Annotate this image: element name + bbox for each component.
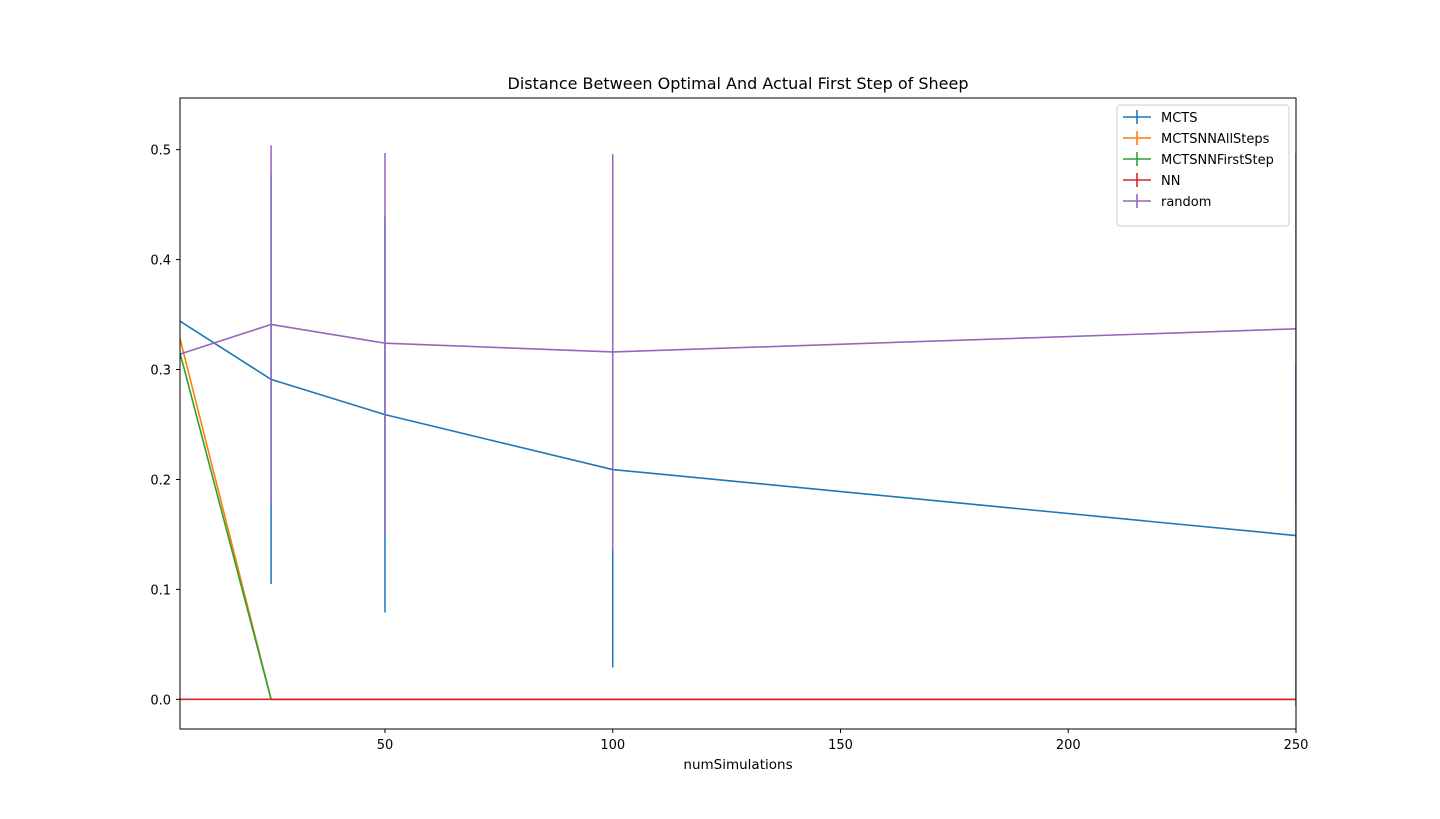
series-MCTSNNFirstStep: [180, 352, 1296, 701]
x-tick-label: 250: [1284, 738, 1309, 753]
series-random: [180, 145, 1296, 550]
x-tick-label: 150: [828, 738, 853, 753]
y-axis: 0.0 0.1 0.2 0.3 0.4 0.5: [150, 144, 180, 708]
x-tick-label: 100: [600, 738, 625, 753]
series-layer: [180, 145, 1296, 706]
legend-item[interactable]: NN: [1123, 173, 1180, 189]
legend-box: [1116, 104, 1290, 227]
y-tick-label: 0.2: [150, 473, 171, 488]
legend-item[interactable]: MCTSNNFirstStep: [1123, 152, 1274, 168]
legend-item[interactable]: MCTS: [1123, 110, 1198, 126]
x-tick-label: 200: [1056, 738, 1081, 753]
y-tick-label: 0.4: [150, 254, 171, 269]
legend[interactable]: MCTS MCTSNNAllSteps MCTSNNFirstStep NN rando…: [1116, 104, 1290, 227]
chart-title: Distance Between Optimal And Actual Firs…: [508, 74, 969, 93]
y-tick-label: 0.1: [150, 583, 171, 598]
series-MCTS: [180, 174, 1296, 706]
series-line: [180, 352, 1296, 701]
x-tick-label: 50: [377, 738, 394, 753]
legend-label: random: [1161, 195, 1211, 210]
legend-label: NN: [1161, 174, 1180, 189]
plot-area: [180, 145, 1296, 706]
legend-label: MCTSNNFirstStep: [1161, 153, 1274, 168]
series-line: [180, 320, 1296, 537]
y-tick-label: 0.3: [150, 364, 171, 379]
legend-item[interactable]: MCTSNNAllSteps: [1123, 131, 1270, 147]
legend-item[interactable]: random: [1123, 194, 1211, 210]
legend-label: MCTS: [1161, 111, 1198, 126]
legend-label: MCTSNNAllSteps: [1161, 132, 1270, 147]
series-line: [180, 323, 1296, 355]
x-axis-label: numSimulations: [683, 757, 792, 773]
y-tick-label: 0.5: [150, 144, 171, 159]
y-tick-label: 0.0: [150, 693, 171, 708]
x-axis: 50 100 150 200 250: [377, 729, 1309, 753]
plot-frame: [179, 97, 1297, 730]
